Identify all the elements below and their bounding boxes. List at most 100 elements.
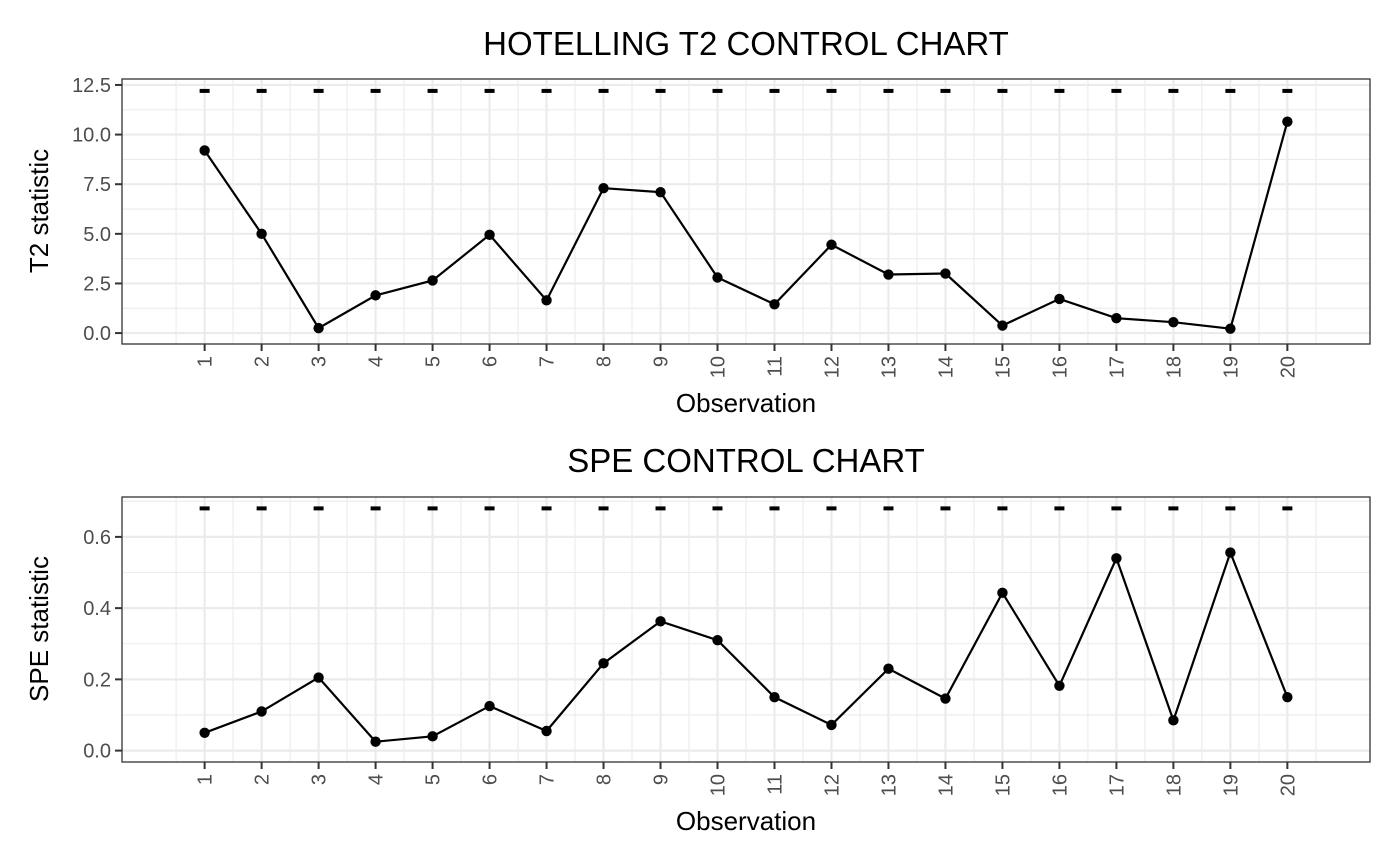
spe-x-tick-label: 20: [1277, 774, 1299, 796]
spe-x-tick-label: 9: [651, 774, 673, 785]
t2-data-point: [1225, 323, 1236, 334]
spe-x-tick-label: 14: [935, 774, 957, 796]
spe-x-tick-label: 18: [1163, 774, 1185, 796]
spe-chart-title: SPE CONTROL CHART: [567, 442, 925, 479]
t2-data-point: [1054, 293, 1065, 305]
spe-x-axis-title: Observation: [676, 806, 816, 836]
spe-data-point: [1225, 547, 1236, 558]
t2-y-tick-label: 10.0: [72, 125, 111, 147]
t2-y-tick-label: 0.0: [83, 323, 111, 345]
spe-data-point: [199, 727, 210, 738]
t2-data-point: [940, 268, 951, 279]
spe-series-line: [204, 549, 1289, 743]
t2-x-tick-label: 11: [764, 356, 786, 377]
spe-panel-border: [121, 496, 1371, 763]
spe-x-tick-label: 16: [1049, 774, 1071, 796]
t2-x-tick-label: 13: [878, 356, 900, 378]
t2-y-axis: 0.0 2.5 5.0 7.5 10.0 12.5: [72, 75, 122, 345]
t2-data-point: [1282, 116, 1293, 127]
t2-x-tick-label: 19: [1220, 356, 1242, 378]
t2-panel-border: [121, 78, 1371, 345]
t2-x-tick-label: 2: [252, 356, 274, 367]
spe-x-tick-label: 6: [480, 774, 502, 785]
spe-x-tick-label: 17: [1106, 774, 1128, 796]
t2-y-tick-label: 7.5: [83, 174, 111, 196]
t2-x-tick-label: 14: [935, 356, 957, 378]
t2-data-point: [997, 320, 1008, 331]
spe-data-point: [313, 672, 324, 683]
t2-gridlines: [122, 79, 1370, 344]
t2-data-point: [655, 186, 666, 198]
t2-series-line: [203, 121, 1289, 330]
spe-x-tick-label: 5: [423, 774, 445, 785]
t2-x-tick-label: 20: [1277, 356, 1299, 378]
spe-data-point: [427, 731, 438, 742]
spe-data-point: [370, 736, 381, 747]
spe-x-tick-label: 13: [878, 774, 900, 796]
t2-data-point: [313, 322, 324, 334]
t2-plot-area: 1 2 3 4 5 6 7 8 9 10 11 12 13 14 15 16 17 18 19 200.02.55.0…: [72, 75, 1371, 378]
t2-y-axis-title: T2 statistic: [24, 149, 54, 273]
t2-x-tick-label: 9: [651, 356, 673, 367]
t2-data-point: [1111, 312, 1122, 324]
spe-x-tick-label: 7: [537, 774, 559, 785]
t2-data-point: [370, 290, 381, 301]
t2-chart: HOTELLING T2 CONTROL CHART Observation T…: [24, 25, 1371, 418]
t2-x-tick-label: 3: [309, 356, 331, 367]
spe-x-tick-label: 8: [594, 774, 616, 785]
spe-x-tick-label: 19: [1220, 774, 1242, 796]
spe-x-tick-label: 4: [366, 774, 388, 785]
t2-x-tick-label: 6: [480, 356, 502, 367]
t2-x-tick-label: 17: [1106, 356, 1128, 378]
spe-data-point: [712, 634, 723, 646]
spe-x-tick-label: 12: [821, 774, 843, 796]
spe-y-tick-label: 0.2: [83, 669, 111, 691]
spe-data-point: [484, 700, 495, 712]
t2-x-tick-label: 10: [708, 356, 730, 378]
spe-data-point: [883, 663, 894, 674]
spe-chart: SPE CONTROL CHART Observation SPE statis…: [24, 442, 1371, 836]
spe-x-tick-label: 10: [708, 774, 730, 796]
t2-data-point: [199, 145, 210, 156]
t2-chart-title: HOTELLING T2 CONTROL CHART: [483, 25, 1009, 62]
spe-x-tick-label: 3: [309, 774, 331, 785]
spe-x-tick-label: 15: [992, 774, 1014, 796]
t2-x-tick-label: 15: [992, 356, 1014, 378]
spe-data-point: [655, 616, 666, 627]
t2-data-point: [712, 272, 723, 283]
spe-data-point: [1282, 691, 1293, 703]
t2-y-tick-label: 12.5: [72, 75, 111, 97]
t2-x-tick-label: 7: [537, 356, 559, 367]
t2-y-tick-label: 2.5: [83, 273, 111, 295]
t2-data-point: [1168, 316, 1179, 328]
t2-x-tick-label: 5: [423, 356, 445, 367]
t2-data-point: [598, 182, 609, 194]
spe-data-point: [598, 658, 609, 669]
t2-x-tick-label: 18: [1163, 356, 1185, 378]
spe-y-tick-label: 0.6: [83, 527, 111, 549]
t2-x-tick-label: 16: [1049, 356, 1071, 378]
spe-y-tick-label: 0.4: [83, 598, 111, 620]
spe-x-tick-label: 11: [764, 774, 786, 795]
spe-data-point: [1054, 680, 1065, 691]
t2-y-tick-label: 5.0: [83, 224, 111, 246]
t2-data-point: [826, 239, 837, 250]
t2-x-tick-label: 4: [366, 356, 388, 367]
t2-data-point: [256, 228, 267, 240]
spe-data-point: [1111, 553, 1122, 564]
spe-y-axis-title: SPE statistic: [24, 556, 54, 702]
spe-data-point: [940, 693, 951, 704]
t2-x-tick-label: 12: [821, 356, 843, 378]
spe-x-axis: 1 2 3 4 5 6 7 8 9 10 11 12 13 14 15 16 17 18 19 20: [195, 762, 1299, 796]
spe-y-tick-label: 0.0: [83, 741, 111, 763]
t2-data-point: [427, 275, 438, 286]
spe-data-point: [541, 725, 552, 737]
t2-data-point: [883, 269, 894, 280]
spe-data-point: [1168, 715, 1179, 726]
spe-data-point: [826, 719, 837, 731]
t2-x-axis-title: Observation: [676, 388, 816, 418]
t2-data-point: [541, 295, 552, 306]
spe-x-tick-label: 2: [252, 774, 274, 785]
spe-data-point: [256, 706, 267, 717]
t2-x-axis: 1 2 3 4 5 6 7 8 9 10 11 12 13 14 15 16 17 18 19 20: [195, 344, 1299, 378]
